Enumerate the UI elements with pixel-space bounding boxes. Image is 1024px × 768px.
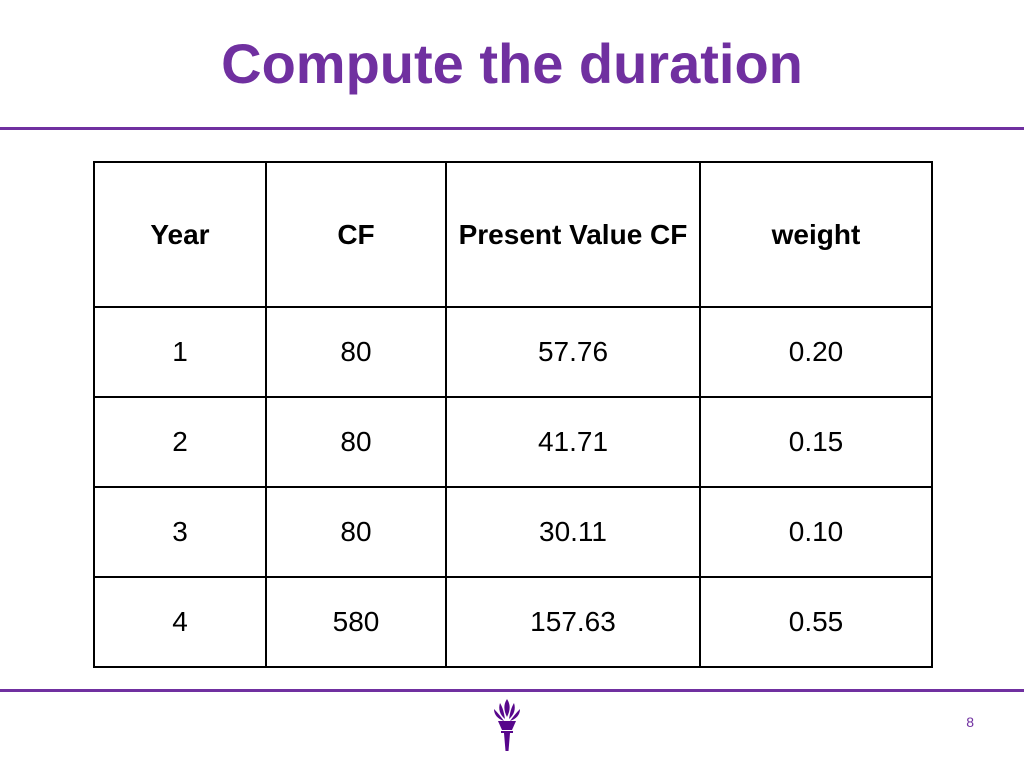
cell-weight: 0.55 (699, 576, 933, 668)
cell-year: 1 (93, 306, 267, 398)
header-present-value-cf: Present Value CF (445, 161, 701, 308)
table-row: 3 80 30.11 0.10 (93, 486, 933, 578)
cell-cf: 80 (265, 396, 447, 488)
cell-weight: 0.15 (699, 396, 933, 488)
header-year: Year (93, 161, 267, 308)
page-number: 8 (966, 714, 974, 730)
table-row: 4 580 157.63 0.55 (93, 576, 933, 668)
cell-year: 2 (93, 396, 267, 488)
cell-weight: 0.10 (699, 486, 933, 578)
cell-year: 3 (93, 486, 267, 578)
bottom-divider (0, 689, 1024, 692)
cell-weight: 0.20 (699, 306, 933, 398)
cell-present-value: 41.71 (445, 396, 701, 488)
cell-present-value: 57.76 (445, 306, 701, 398)
top-divider (0, 127, 1024, 130)
header-weight: weight (699, 161, 933, 308)
cell-cf: 580 (265, 576, 447, 668)
slide-title: Compute the duration (221, 32, 803, 95)
table-row: 2 80 41.71 0.15 (93, 396, 933, 488)
cell-cf: 80 (265, 486, 447, 578)
table-row: 1 80 57.76 0.20 (93, 306, 933, 398)
torch-icon (489, 697, 525, 753)
duration-table: Year CF Present Value CF weight 1 80 57.… (93, 161, 933, 668)
header-cf: CF (265, 161, 447, 308)
table-header-row: Year CF Present Value CF weight (93, 161, 933, 308)
cell-present-value: 30.11 (445, 486, 701, 578)
cell-present-value: 157.63 (445, 576, 701, 668)
cell-cf: 80 (265, 306, 447, 398)
cell-year: 4 (93, 576, 267, 668)
